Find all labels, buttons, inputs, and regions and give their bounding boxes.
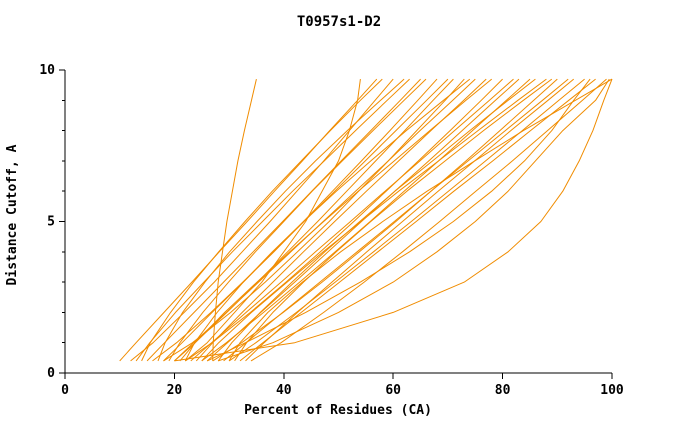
x-tick-label: 100 (600, 383, 624, 398)
x-tick-label: 60 (385, 383, 401, 398)
series-line (168, 78, 427, 362)
series-line (206, 78, 591, 362)
series-line (195, 78, 487, 362)
x-tick-label: 20 (167, 383, 183, 398)
series-line (228, 78, 585, 362)
series-line (119, 78, 378, 362)
series-line (146, 78, 421, 362)
series-line (163, 78, 465, 362)
series-line (152, 78, 438, 362)
series-line (174, 78, 613, 362)
series-line (141, 78, 383, 362)
series-line (184, 79, 361, 362)
series-line (174, 78, 454, 362)
series-line (239, 78, 596, 362)
chart-title: T0957s1-D2 (297, 14, 381, 30)
series-line (217, 78, 536, 362)
series-line (206, 78, 520, 362)
y-axis-label: Distance Cutoff, A (5, 144, 20, 285)
series-line (212, 78, 558, 362)
y-tick-label: 0 (47, 366, 55, 381)
x-axis-label: Percent of Residues (CA) (244, 403, 432, 418)
series-line (228, 78, 613, 362)
x-tick-label: 40 (276, 383, 292, 398)
y-tick-label: 5 (47, 215, 55, 230)
series-line (223, 78, 569, 362)
x-tick-label: 80 (495, 383, 511, 398)
series-line (245, 78, 575, 362)
series-line (190, 78, 514, 362)
series-line (157, 78, 405, 362)
series-line (234, 78, 553, 362)
series-line (135, 78, 410, 362)
y-tick-label: 10 (39, 63, 55, 78)
series-line (184, 78, 471, 362)
series-line (218, 78, 610, 362)
plot-area: 0 20 40 60 80 100 0 5 10 (39, 63, 624, 398)
series-line (185, 78, 503, 362)
x-tick-label: 0 (61, 383, 69, 398)
